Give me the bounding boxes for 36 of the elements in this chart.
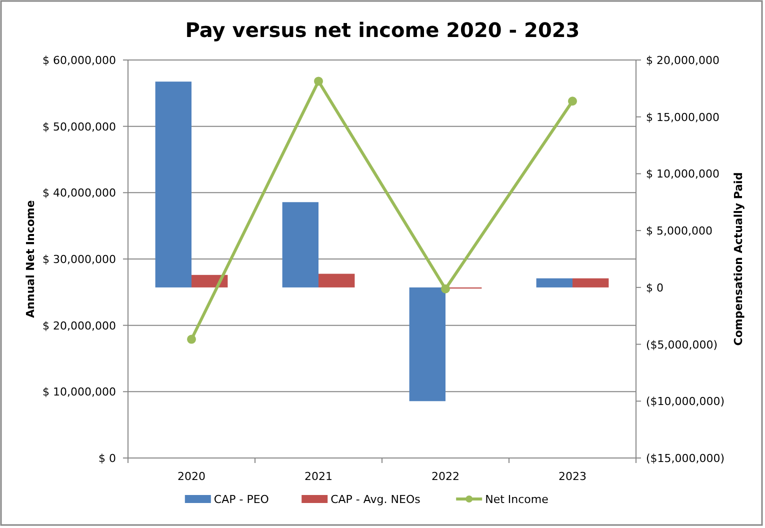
y2-tick-label: $ 10,000,000 [646, 168, 720, 181]
y-tick-label: $ 10,000,000 [42, 386, 116, 399]
chart-title: Pay versus net income 2020 - 2023 [185, 18, 580, 42]
y2-tick-label: ($10,000,000) [646, 395, 725, 408]
bar [536, 278, 572, 288]
bar [318, 274, 355, 288]
x-tick-label: 2021 [304, 470, 332, 483]
bar [155, 82, 192, 288]
y2-tick-label: $ 0 [646, 281, 664, 294]
bar [192, 274, 228, 288]
legend-label: Net Income [485, 493, 549, 506]
y-tick-label: $ 50,000,000 [42, 120, 116, 134]
point [314, 76, 323, 86]
x-tick-label: 2023 [558, 470, 586, 483]
point [568, 96, 577, 106]
x-tick-label: 2020 [178, 470, 206, 483]
y2-tick-label: ($5,000,000) [646, 338, 718, 352]
y-tick-label: $ 0 [98, 452, 116, 465]
bar [572, 278, 609, 288]
y-tick-label: $ 60,000,000 [42, 54, 116, 67]
y-tick-label: $ 30,000,000 [42, 253, 116, 266]
y-tick-label: $ 20,000,000 [42, 319, 116, 332]
y2-tick-label: $ 15,000,000 [646, 110, 720, 124]
bar [409, 287, 446, 402]
y2-tick-label: $ 20,000,000 [646, 54, 720, 67]
legend-label: CAP - Avg. NEOs [330, 493, 421, 506]
y-tick-label: $ 40,000,000 [42, 186, 116, 200]
x-tick-label: 2022 [432, 470, 460, 483]
y-axis-title: Annual Net Income [24, 200, 37, 318]
y2-tick-label: ($15,000,000) [646, 452, 725, 465]
legend-label: CAP - PEO [214, 493, 270, 506]
bar [282, 202, 318, 288]
point [187, 334, 196, 344]
y2-axis-title: Compensation Actually Paid [732, 172, 745, 346]
point [441, 284, 450, 294]
y2-tick-label: $ 5,000,000 [646, 224, 712, 238]
